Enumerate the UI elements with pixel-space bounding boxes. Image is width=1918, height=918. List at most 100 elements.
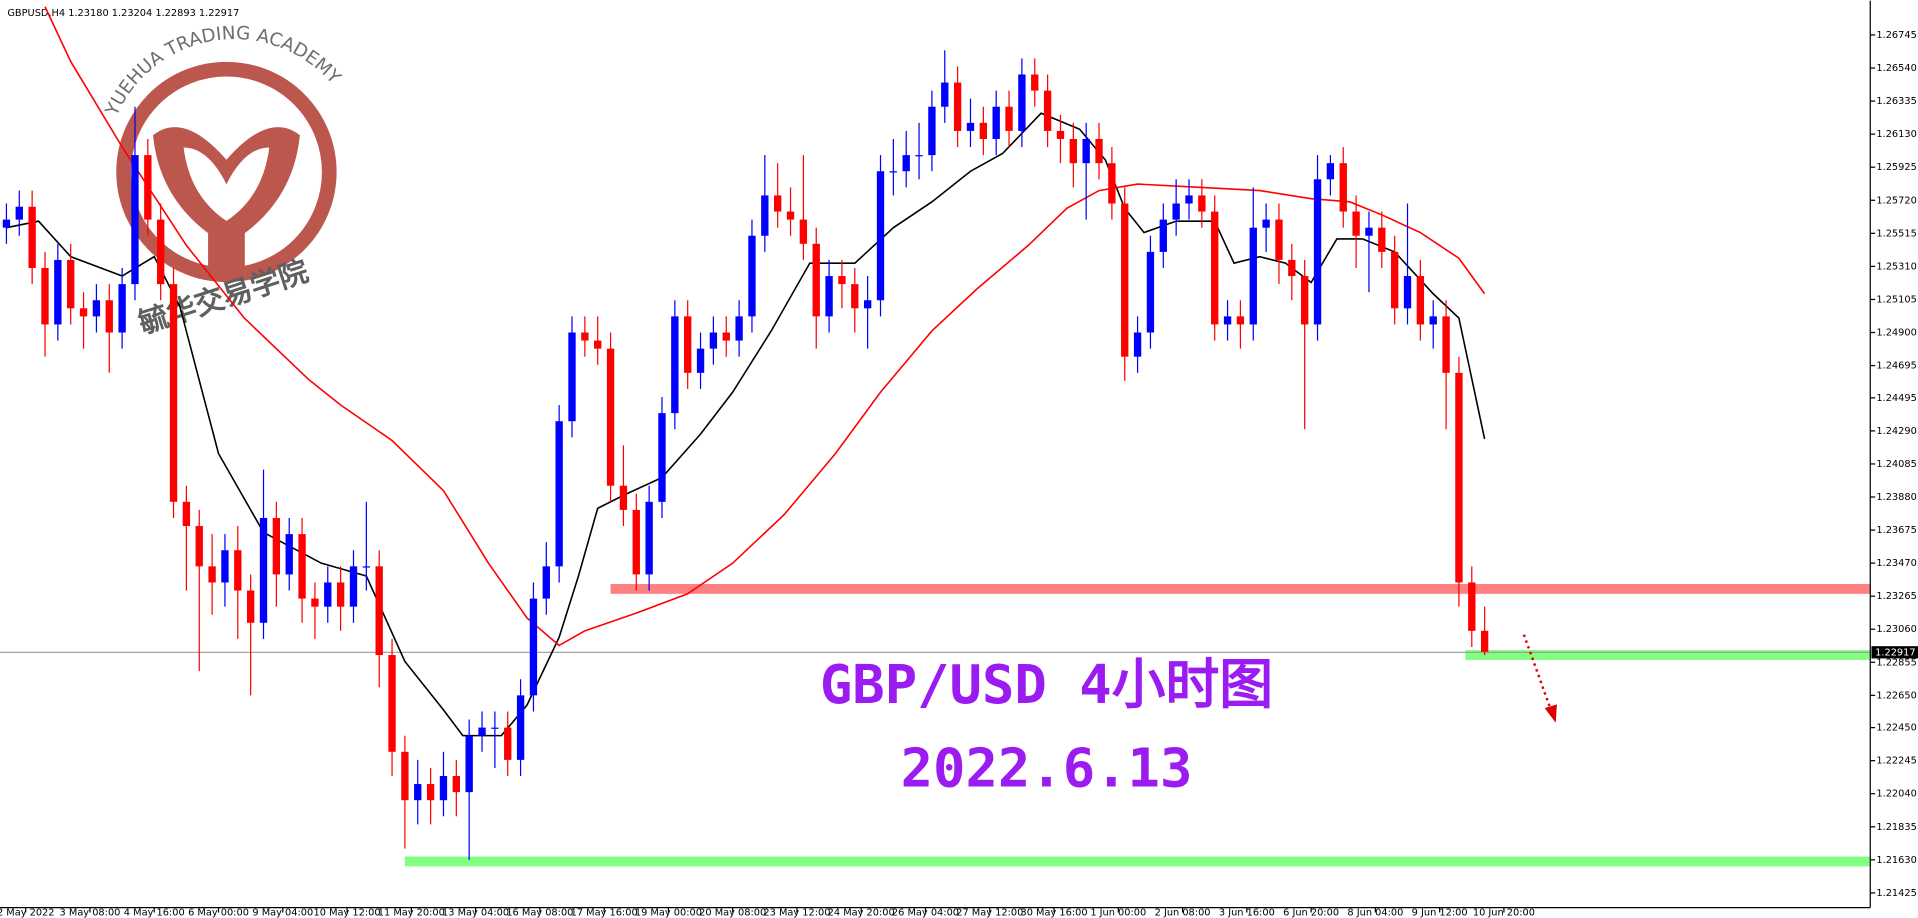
x-tick-label: 17 May 16:00 bbox=[571, 907, 638, 918]
candle-body bbox=[439, 775, 448, 801]
x-tick-label: 20 May 08:00 bbox=[699, 907, 766, 918]
y-tick-label: 1.26745 bbox=[1876, 30, 1916, 41]
candle-body bbox=[555, 421, 563, 567]
candle-body bbox=[105, 300, 113, 333]
candle-body bbox=[529, 598, 538, 696]
candle-body bbox=[324, 582, 332, 607]
candle-body bbox=[902, 155, 910, 172]
candle-body bbox=[1249, 227, 1257, 325]
candle-body bbox=[1480, 630, 1489, 652]
x-tick-label: 9 Jun 12:00 bbox=[1412, 907, 1468, 918]
candle-body bbox=[1198, 195, 1206, 212]
arrow-head bbox=[1544, 704, 1557, 723]
candle-body bbox=[388, 655, 396, 752]
x-tick-label: 10 May 12:00 bbox=[314, 907, 381, 918]
y-tick-label: 1.22245 bbox=[1876, 756, 1916, 767]
candle-body bbox=[928, 106, 936, 156]
level-band bbox=[1465, 650, 1871, 660]
candle-body bbox=[375, 566, 383, 656]
plot-area bbox=[0, 6, 1871, 867]
candle-body bbox=[1429, 316, 1437, 325]
candle-body bbox=[516, 695, 525, 760]
candle-body bbox=[1223, 316, 1232, 325]
candle-body bbox=[28, 206, 36, 268]
candle-body bbox=[1031, 74, 1039, 91]
last-price-label: 1.22917 bbox=[1875, 647, 1915, 658]
y-tick-label: 1.25515 bbox=[1876, 228, 1916, 239]
y-tick-label: 1.23265 bbox=[1876, 591, 1916, 602]
annotation-title: GBP/USD 4小时图 bbox=[820, 653, 1273, 716]
candle-body bbox=[851, 284, 859, 309]
candle-body bbox=[1455, 372, 1463, 583]
candle-body bbox=[54, 259, 62, 325]
candle-body bbox=[773, 195, 782, 212]
x-tick-label: 3 Jun 16:00 bbox=[1219, 907, 1275, 918]
candle-body bbox=[1339, 163, 1347, 212]
level-band bbox=[404, 856, 1871, 867]
candle-body bbox=[144, 155, 152, 220]
candle-body bbox=[645, 501, 653, 575]
y-tick-label: 1.22855 bbox=[1876, 657, 1916, 668]
candle-body bbox=[594, 340, 602, 349]
y-tick-label: 1.25105 bbox=[1876, 294, 1916, 305]
candle-body bbox=[992, 106, 1000, 139]
candle-body bbox=[606, 348, 615, 486]
candle-body bbox=[735, 316, 743, 341]
y-tick-label: 1.23470 bbox=[1876, 558, 1916, 569]
x-tick-label: 3 May 08:00 bbox=[60, 907, 121, 918]
moving-average bbox=[44, 6, 1486, 647]
candle-body bbox=[1056, 130, 1065, 139]
candle-body bbox=[272, 517, 281, 575]
x-tick-label: 27 May 12:00 bbox=[956, 907, 1023, 918]
candle-body bbox=[1326, 163, 1335, 180]
candle-body bbox=[362, 566, 371, 568]
candle-body bbox=[15, 206, 23, 220]
y-tick-label: 1.24900 bbox=[1876, 328, 1916, 339]
y-tick-label: 1.26335 bbox=[1876, 96, 1916, 107]
candle-body bbox=[1378, 227, 1386, 252]
y-tick-label: 1.21425 bbox=[1876, 888, 1916, 899]
candle-body bbox=[799, 219, 808, 244]
candle-body bbox=[67, 259, 75, 309]
y-tick-label: 1.24290 bbox=[1876, 426, 1916, 437]
candle-body bbox=[671, 316, 679, 414]
candle-body bbox=[1121, 203, 1129, 357]
x-tick-label: 1 Jun 00:00 bbox=[1090, 907, 1146, 918]
candle-body bbox=[1442, 316, 1450, 373]
candle-body bbox=[889, 171, 898, 173]
candle-body bbox=[748, 235, 756, 317]
x-tick-label: 9 May 04:00 bbox=[252, 907, 313, 918]
candle-body bbox=[504, 727, 512, 760]
y-tick-label: 1.21835 bbox=[1876, 822, 1916, 833]
y-tick-label: 1.24695 bbox=[1876, 361, 1916, 372]
candle-body bbox=[1069, 138, 1077, 164]
logo-ring bbox=[116, 61, 337, 283]
y-tick-label: 1.24085 bbox=[1876, 459, 1916, 470]
y-tick-label: 1.23675 bbox=[1876, 525, 1916, 536]
candle-body bbox=[92, 300, 101, 317]
candle-body bbox=[349, 566, 358, 607]
y-tick-label: 1.26540 bbox=[1876, 63, 1916, 74]
y-tick-label: 1.23880 bbox=[1876, 492, 1916, 503]
candle-body bbox=[1288, 259, 1296, 277]
x-tick-label: 6 Jun 20:00 bbox=[1283, 907, 1339, 918]
candle-body bbox=[863, 300, 872, 309]
x-tick-label: 10 Jun 20:00 bbox=[1473, 907, 1535, 918]
candle-body bbox=[786, 211, 795, 220]
candle-body bbox=[1236, 316, 1245, 325]
candle-body bbox=[1185, 195, 1193, 204]
candle-body bbox=[1146, 251, 1155, 333]
candle-body bbox=[696, 348, 705, 373]
candle-body bbox=[722, 332, 730, 341]
x-tick-label: 30 May 16:00 bbox=[1020, 907, 1087, 918]
annotation-date: 2022.6.13 bbox=[901, 736, 1193, 799]
candle-body bbox=[1390, 251, 1399, 309]
candle-body bbox=[684, 316, 692, 373]
x-tick-label: 24 May 20:00 bbox=[828, 907, 895, 918]
candle-body bbox=[1005, 106, 1013, 131]
candle-body bbox=[1211, 211, 1219, 325]
x-tick-label: 19 May 00:00 bbox=[635, 907, 702, 918]
candle-body bbox=[182, 501, 191, 527]
candle-body bbox=[1262, 219, 1270, 228]
